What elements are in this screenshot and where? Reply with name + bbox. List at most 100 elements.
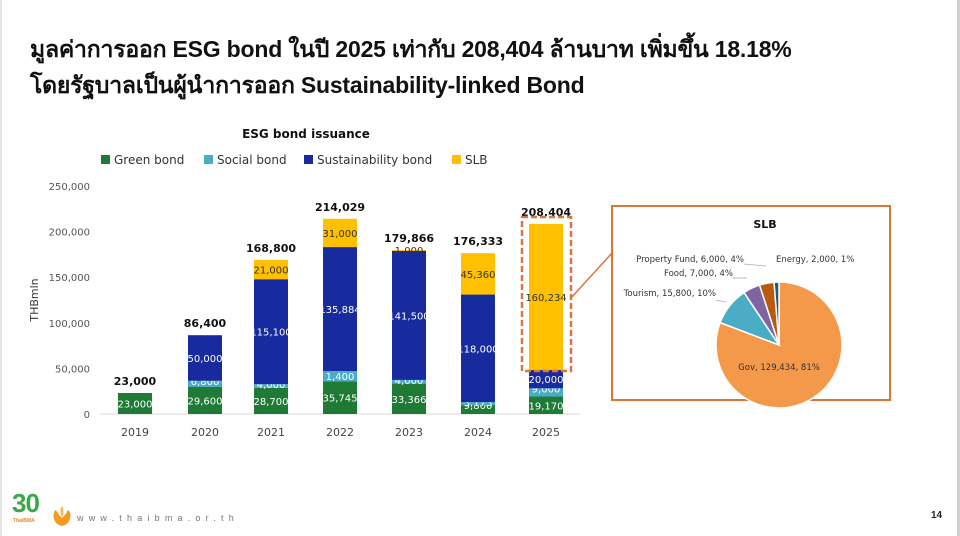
bar-total-label: 86,400 — [184, 317, 227, 330]
bar-segment-label: 35,745 — [323, 394, 358, 405]
bar-segment — [254, 279, 288, 385]
highlight-box-2025-slb — [520, 215, 573, 373]
y-tick-label: 250,000 — [49, 182, 90, 193]
bar-segment — [254, 387, 288, 414]
bar-segment — [529, 388, 563, 397]
bar-segment — [254, 384, 288, 388]
y-axis-label: THBmln — [28, 278, 41, 322]
bar-segment-label: 9,000 — [532, 384, 561, 395]
bar-segment-label: 4,000 — [257, 380, 286, 391]
bar-segment-label: 160,234 — [525, 293, 566, 304]
bar-segment-label: 33,366 — [392, 395, 427, 406]
bar-total-label: 208,404 — [521, 206, 571, 219]
bar-segment-label: 21,000 — [254, 266, 289, 277]
bar-segment-label: 3,173 — [464, 398, 493, 409]
bar-segment-label: 9,800 — [464, 401, 493, 412]
thaibma-logo-sub: ThaiBMA — [13, 518, 35, 524]
legend-label: Green bond — [114, 153, 184, 167]
bar-segment-label: 115,100 — [250, 328, 291, 339]
legend-swatch — [204, 155, 213, 164]
pie-slice-label: Gov, 129,434, 81% — [738, 363, 820, 373]
bar-segment-label: 50,000 — [188, 354, 223, 365]
x-tick-label: 2023 — [395, 426, 423, 439]
bar-segment-label: 6,800 — [191, 377, 220, 388]
thaibma-flower-icon — [53, 506, 71, 526]
slide-edge-left — [0, 0, 2, 536]
pie-leader-line — [743, 263, 767, 267]
y-tick-label: 150,000 — [49, 273, 90, 284]
x-tick-label: 2021 — [257, 426, 285, 439]
bar-total-label: 214,029 — [315, 201, 365, 214]
x-tick-label: 2019 — [121, 426, 149, 439]
bar-total-label: 179,866 — [384, 232, 434, 245]
bar-segment-label: 118,000 — [457, 344, 498, 355]
legend-swatch — [304, 155, 313, 164]
y-axis: 0 50,000 100,000 150,000 200,000 250,000 — [49, 182, 90, 421]
x-tick-label: 2022 — [326, 426, 354, 439]
pie-chart-title: SLB — [753, 218, 776, 231]
bar-segment — [323, 247, 357, 372]
bar-total-label: 168,800 — [246, 242, 296, 255]
bar-segment — [529, 223, 563, 371]
bar-segment — [188, 387, 222, 414]
slb-pie-chart: Gov, 129,434, 81% Tourism, 15,800, 10% Foo… — [623, 255, 854, 409]
bar-segment-label: 1,400 — [326, 372, 355, 383]
bar-segment — [461, 402, 495, 406]
bar-chart-legend: Green bond Social bond Sustainability bond… — [101, 153, 488, 167]
bar-segment-label: 1,000 — [395, 246, 424, 257]
bar-segment-label: 31,000 — [323, 229, 358, 240]
bar-segment — [461, 253, 495, 295]
legend-label: SLB — [465, 153, 488, 167]
thaibma-30-logo: 30 — [12, 488, 40, 518]
bar-segment-label: 20,000 — [529, 375, 564, 386]
bar-segment — [392, 379, 426, 384]
pie-slice-label: Food, 7,000, 4% — [664, 269, 733, 279]
bar-segment — [529, 396, 563, 414]
y-tick-label: 200,000 — [49, 228, 90, 239]
pie-slice-label: Property Fund, 6,000, 4% — [636, 255, 744, 265]
y-tick-label: 100,000 — [49, 319, 90, 330]
footer-website: www.thaibma.or.th — [77, 513, 239, 523]
bar-segment — [323, 371, 357, 382]
y-tick-label: 0 — [84, 410, 90, 421]
x-tick-label: 2024 — [464, 426, 492, 439]
bar-segment-label: 141,500 — [388, 311, 429, 322]
bar-total-label: 23,000 — [114, 375, 157, 388]
bar-segment — [392, 249, 426, 251]
legend-swatch — [452, 155, 461, 164]
bar-segment — [254, 260, 288, 280]
bar-segment — [392, 250, 426, 380]
legend-swatch — [101, 155, 110, 164]
slide-edge-right — [957, 0, 960, 536]
slide-title-line1: มูลค่าการออก ESG bond ในปี 2025 เท่ากับ … — [30, 36, 792, 62]
legend-label: Social bond — [217, 153, 287, 167]
pie-leader-line — [715, 299, 727, 303]
pie-slice-label: Energy, 2,000, 1% — [776, 255, 854, 265]
page-number: 14 — [931, 510, 943, 521]
y-tick-label: 50,000 — [55, 364, 90, 375]
bar-segment — [118, 393, 152, 414]
bar-segment — [529, 370, 563, 389]
bar-segment — [323, 381, 357, 414]
bar-segment — [461, 294, 495, 403]
bar-segment-label: 45,360 — [461, 270, 496, 281]
bar-segment-label: 135,884 — [319, 305, 360, 316]
x-tick-label: 2020 — [191, 426, 219, 439]
bar-total-label: 176,333 — [453, 235, 503, 248]
connector-line — [570, 252, 613, 299]
bar-segment — [323, 218, 357, 248]
bar-segment — [188, 335, 222, 381]
bar-segment-label: 29,600 — [188, 397, 223, 408]
bar-segment — [188, 380, 222, 388]
pie-slice — [773, 281, 780, 346]
bar-segment-label: 4,000 — [395, 376, 424, 387]
bar-segment-label: 28,700 — [254, 397, 289, 408]
bar-segment-label: 19,170 — [529, 401, 564, 412]
bar-segment — [461, 405, 495, 414]
x-tick-label: 2025 — [532, 426, 560, 439]
slide-title-line2: โดยรัฐบาลเป็นผู้นำการออก Sustainability-… — [30, 72, 585, 98]
pie-slice-label: Tourism, 15,800, 10% — [623, 289, 716, 299]
bar-stacks: 23,000 23,000 2019 29,600 6,800 50,000 86,400 2… — [114, 201, 572, 439]
bar-segment — [392, 383, 426, 414]
